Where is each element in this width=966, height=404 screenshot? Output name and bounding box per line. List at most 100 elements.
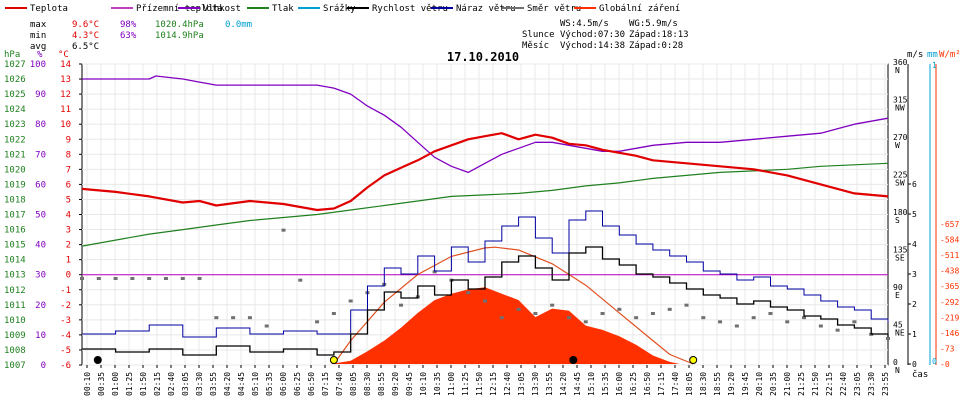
degc-tick-label: -5 (60, 346, 71, 356)
direction-point (667, 307, 672, 311)
direction-tick-label: 90 (893, 283, 903, 292)
direction-point (886, 337, 890, 340)
direction-point (684, 303, 689, 307)
time-tick-label: 16:25 (629, 372, 638, 396)
time-tick-label: 18:05 (685, 372, 694, 396)
time-tick-label: 01:00 (111, 372, 120, 396)
hpa-tick-label: 1015 (4, 241, 26, 251)
legend-label: Tlak (272, 4, 294, 14)
hpa-tick-label: 1027 (4, 60, 26, 70)
direction-point (80, 277, 84, 280)
pct-tick-label: 50 (35, 211, 46, 221)
direction-point (718, 320, 723, 324)
time-tick-label: 23:55 (881, 372, 890, 396)
direction-point (247, 316, 252, 320)
time-tick-label: 17:15 (657, 372, 666, 396)
time-tick-label: 22:40 (839, 372, 848, 396)
pct-tick-label: 30 (35, 271, 46, 281)
pct-tick-label: 40 (35, 241, 46, 251)
time-tick-label: 05:35 (265, 372, 274, 396)
hpa-tick-label: 1018 (4, 195, 26, 205)
direction-compass-label: NE (895, 329, 905, 338)
stat-avg-temp: 6.5°C (72, 42, 99, 52)
time-tick-label: 10:10 (419, 372, 428, 396)
wm2-tick-label: -73 (940, 344, 955, 353)
direction-tick-label: 135 (893, 246, 908, 255)
time-tick-label: 01:25 (125, 372, 134, 396)
degc-tick-label: 9 (66, 135, 71, 145)
degc-tick-label: 0 (66, 271, 71, 281)
sunset-marker (689, 356, 698, 364)
direction-point (650, 312, 655, 315)
hpa-tick-label: 1019 (4, 180, 26, 190)
direction-point (802, 316, 807, 320)
direction-compass-label: W (895, 141, 900, 150)
degc-axis-title: °C (58, 50, 69, 60)
direction-point (96, 277, 101, 280)
time-tick-label: 09:45 (405, 372, 414, 396)
time-tick-label: 19:20 (727, 372, 736, 396)
degc-tick-label: -1 (60, 286, 71, 296)
time-tick-label: 14:20 (559, 372, 568, 396)
direction-compass-label: N (895, 66, 900, 75)
direction-point (163, 277, 168, 280)
time-tick-label: 03:30 (195, 372, 204, 396)
hpa-tick-label: 1009 (4, 331, 26, 341)
gust-line (82, 210, 889, 338)
stat-max-label: max (30, 20, 47, 30)
moonset-marker (93, 356, 102, 364)
time-tick-label: 21:50 (811, 372, 820, 396)
time-tick-label: 08:55 (377, 372, 386, 396)
ms-tick-label: 6 (912, 180, 917, 189)
time-tick-label: 13:55 (545, 372, 554, 396)
hpa-tick-label: 1025 (4, 90, 26, 100)
degc-tick-label: 1 (66, 256, 71, 266)
direction-compass-label: SW (895, 179, 905, 188)
time-tick-label: 15:35 (601, 372, 610, 396)
hpa-tick-label: 1008 (4, 346, 26, 356)
direction-tick-label: 315 (893, 96, 908, 105)
info-moon-set: Západ:0:28 (629, 41, 683, 51)
legend-label: Vlhkost (203, 4, 241, 14)
sunrise-marker (329, 356, 338, 364)
x-axis-label: čas (912, 369, 928, 380)
time-tick-label: 21:25 (797, 372, 806, 396)
hpa-tick-label: 1007 (4, 361, 26, 371)
time-tick-label: 16:50 (643, 372, 652, 396)
hpa-tick-label: 1017 (4, 211, 26, 221)
time-tick-label: 02:15 (153, 372, 162, 396)
degc-tick-label: -3 (60, 316, 71, 326)
hpa-tick-label: 1011 (4, 301, 26, 311)
time-tick-label: 04:20 (223, 372, 232, 396)
direction-point (852, 320, 857, 324)
hpa-tick-label: 1026 (4, 75, 26, 85)
wm2-tick-label: -0 (940, 360, 950, 369)
direction-point (331, 312, 336, 315)
direction-point (466, 291, 471, 295)
time-tick-label: 06:00 (279, 372, 288, 396)
time-tick-label: 23:05 (853, 372, 862, 396)
time-tick-label: 11:50 (475, 372, 484, 396)
direction-tick-label: 360 (893, 58, 908, 67)
hpa-tick-label: 1023 (4, 120, 26, 130)
humidity-line (82, 75, 889, 174)
ms-tick-label: 3 (912, 270, 917, 279)
legend-label: Globální záření (599, 4, 680, 14)
time-tick-label: 00:10 (83, 372, 92, 396)
time-tick-label: 15:10 (587, 372, 596, 396)
ms-tick-label: 5 (912, 210, 917, 219)
pct-tick-label: 100 (30, 60, 46, 70)
direction-tick-label: 225 (893, 171, 908, 180)
legend-label: Srážky (323, 4, 356, 14)
time-tick-label: 02:40 (167, 372, 176, 396)
legend-label: Teplota (30, 4, 68, 14)
pct-axis-title: % (37, 50, 43, 60)
time-tick-label: 06:50 (307, 372, 316, 396)
degc-tick-label: 7 (66, 165, 71, 175)
stat-min-temp: 4.3°C (72, 31, 99, 41)
ms-axis-title: m/s (907, 50, 923, 60)
degc-tick-label: 2 (66, 241, 71, 251)
degc-tick-label: 10 (60, 120, 71, 130)
pct-tick-label: 80 (35, 120, 46, 130)
